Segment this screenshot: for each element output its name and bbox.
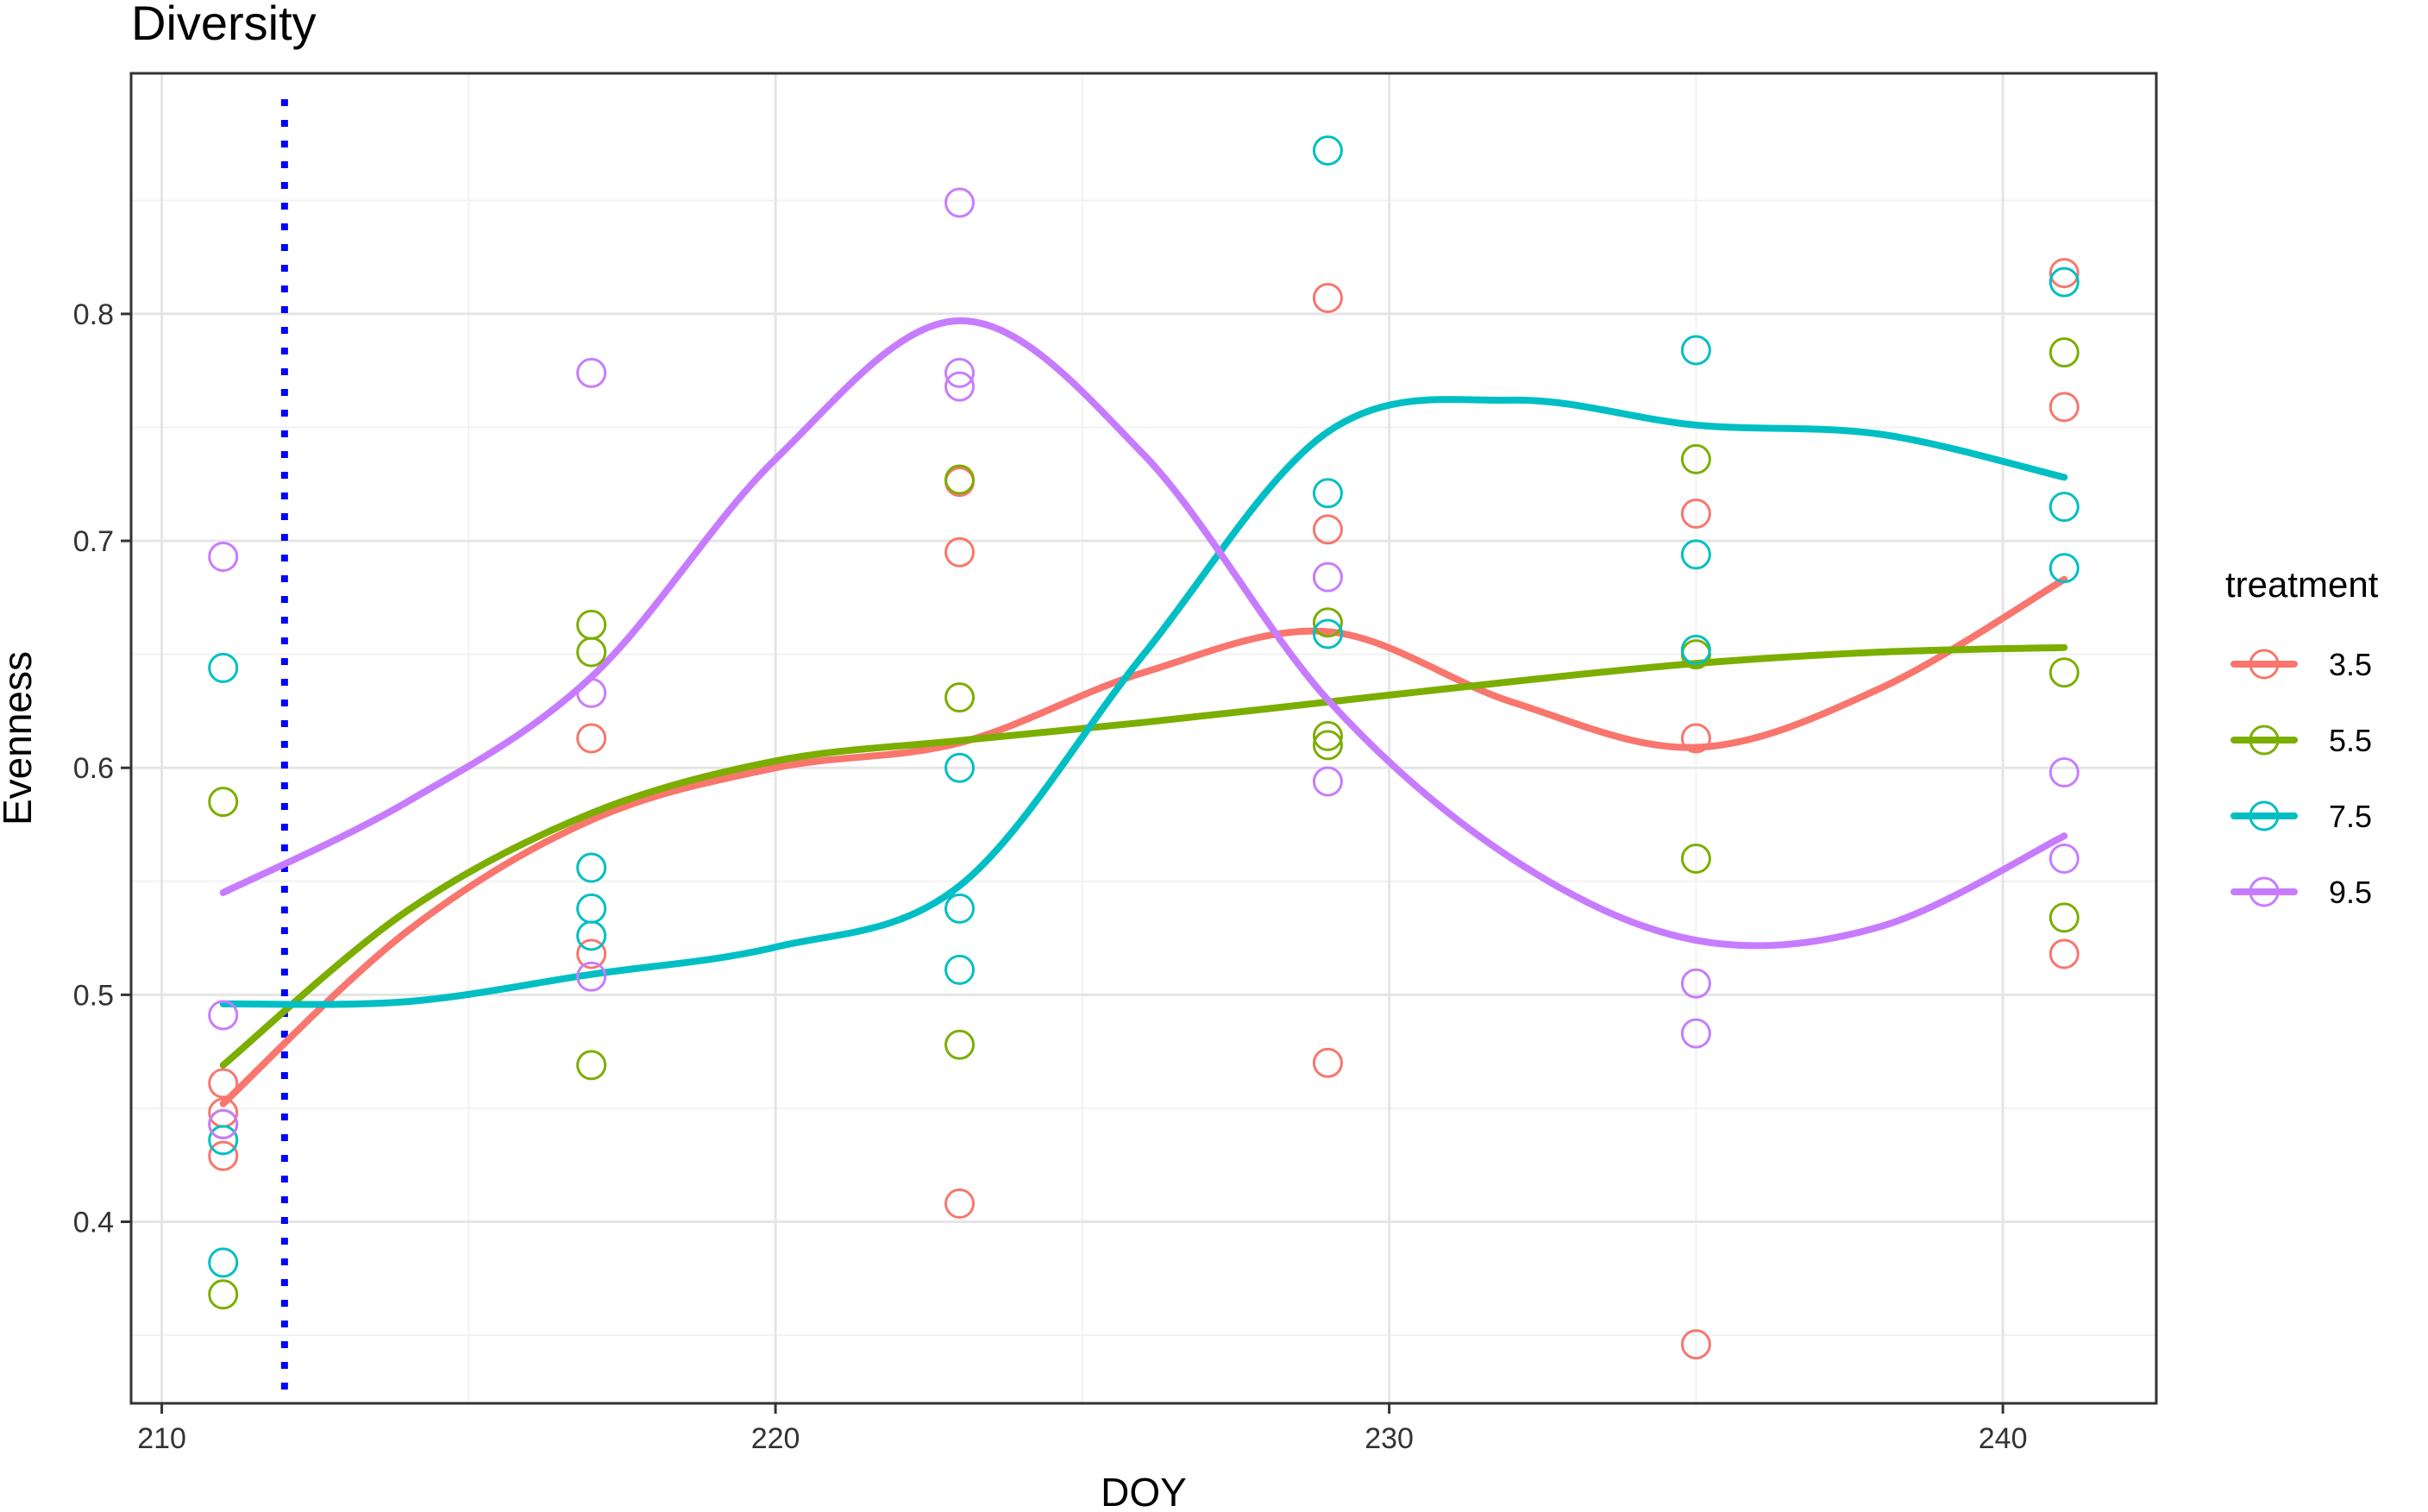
point-9.5 — [2048, 843, 2080, 874]
plot-border — [129, 72, 2158, 1405]
smooth-line-7.5 — [219, 396, 2068, 1008]
point-7.5 — [944, 893, 976, 924]
point-7.5 — [2048, 492, 2080, 523]
point-7.5 — [2048, 553, 2080, 584]
point-3.5 — [208, 1140, 239, 1171]
point-7.5 — [208, 1247, 239, 1278]
point-9.5 — [944, 371, 976, 402]
point-5.5 — [576, 1050, 607, 1081]
x-tick-label: 230 — [1365, 1422, 1414, 1455]
smooth-line-9.5 — [219, 317, 2068, 950]
point-5.5 — [1312, 607, 1343, 638]
y-tick-label: 0.8 — [73, 298, 114, 331]
y-axis: 0.4 0.5 0.6 0.7 0.8 — [73, 298, 131, 1239]
smooth-lines — [219, 317, 2068, 1107]
point-3.5 — [2048, 392, 2080, 423]
point-9.5 — [944, 357, 976, 388]
point-3.5 — [944, 1188, 976, 1219]
legend-label: 5.5 — [2329, 723, 2372, 758]
y-tick-label: 0.6 — [73, 752, 114, 785]
point-9.5 — [208, 541, 239, 572]
point-7.5 — [576, 920, 607, 951]
point-3.5 — [944, 536, 976, 568]
point-5.5 — [208, 1279, 239, 1310]
legend-title: treatment — [2225, 564, 2379, 605]
point-3.5 — [576, 938, 607, 969]
chart-title: Diversity — [131, 0, 317, 50]
data-points — [208, 135, 2080, 1360]
point-7.5 — [208, 652, 239, 683]
point-7.5 — [1312, 618, 1343, 649]
point-5.5 — [208, 787, 239, 818]
point-3.5 — [1680, 498, 1711, 529]
y-tick-label: 0.5 — [73, 979, 114, 1012]
point-9.5 — [208, 1108, 239, 1139]
smooth-line-5.5 — [219, 643, 2068, 1069]
point-9.5 — [576, 357, 607, 388]
point-5.5 — [2048, 337, 2080, 368]
x-tick-label: 210 — [137, 1422, 186, 1455]
point-9.5 — [1312, 562, 1343, 593]
point-5.5 — [1680, 843, 1711, 874]
x-tick-label: 240 — [1979, 1422, 2028, 1455]
point-3.5 — [1312, 283, 1343, 314]
point-9.5 — [576, 961, 607, 992]
point-9.5 — [1680, 968, 1711, 999]
plot-panel — [131, 73, 2156, 1403]
point-3.5 — [2048, 938, 2080, 969]
point-5.5 — [1312, 720, 1343, 751]
point-7.5 — [1312, 135, 1343, 166]
legend-key-point — [2249, 800, 2280, 831]
point-7.5 — [2048, 267, 2080, 298]
y-axis-title: Evenness — [0, 651, 40, 825]
y-tick-label: 0.7 — [73, 525, 114, 558]
legend: treatment 3.5 5.5 7.5 9.5 — [2225, 564, 2379, 910]
point-3.5 — [1680, 1329, 1711, 1360]
point-9.5 — [208, 1000, 239, 1031]
point-7.5 — [1680, 539, 1711, 570]
point-3.5 — [2048, 258, 2080, 289]
point-9.5 — [576, 677, 607, 708]
point-7.5 — [576, 852, 607, 883]
point-5.5 — [1680, 443, 1711, 474]
point-9.5 — [1312, 766, 1343, 797]
point-3.5 — [576, 723, 607, 754]
x-axis-title: DOY — [1101, 1470, 1187, 1512]
legend-label: 7.5 — [2329, 799, 2372, 834]
legend-key-point — [2249, 649, 2280, 680]
point-7.5 — [944, 954, 976, 985]
point-5.5 — [1312, 730, 1343, 761]
legend-label: 3.5 — [2329, 647, 2372, 682]
x-tick-label: 220 — [751, 1422, 800, 1455]
legend-key-point — [2249, 725, 2280, 756]
legend-label: 9.5 — [2329, 875, 2372, 910]
grid-major — [131, 73, 2156, 1403]
point-9.5 — [2048, 756, 2080, 787]
smooth-line-3.5 — [219, 575, 2068, 1107]
point-7.5 — [1680, 634, 1711, 665]
point-7.5 — [208, 1125, 239, 1156]
point-3.5 — [208, 1068, 239, 1099]
y-tick-label: 0.4 — [73, 1206, 114, 1239]
point-7.5 — [1680, 335, 1711, 366]
point-5.5 — [2048, 902, 2080, 933]
point-3.5 — [1312, 1047, 1343, 1078]
point-9.5 — [1680, 1018, 1711, 1049]
point-5.5 — [944, 1029, 976, 1060]
x-axis: 210 220 230 240 — [137, 1403, 2027, 1455]
point-5.5 — [944, 682, 976, 713]
legend-key-point — [2249, 876, 2280, 907]
point-5.5 — [2048, 657, 2080, 688]
point-7.5 — [944, 752, 976, 783]
point-7.5 — [1312, 478, 1343, 509]
point-5.5 — [944, 464, 976, 495]
point-3.5 — [1680, 723, 1711, 754]
point-5.5 — [576, 637, 607, 668]
point-9.5 — [944, 187, 976, 218]
point-3.5 — [1312, 514, 1343, 545]
